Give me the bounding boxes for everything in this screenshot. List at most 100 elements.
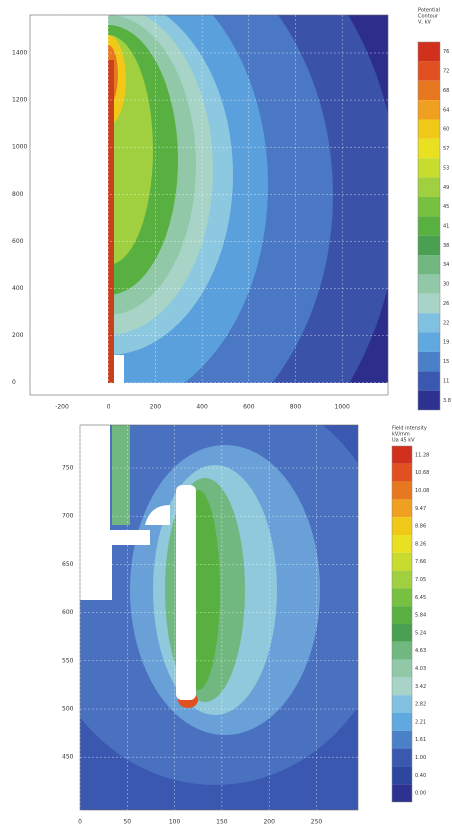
legend-swatch [392, 659, 412, 678]
legend-swatch [392, 535, 412, 553]
legend-swatch [392, 570, 412, 589]
y-tick-label: 0 [12, 379, 16, 386]
legend-frame [417, 41, 441, 411]
x-tick-label: 250 [311, 819, 323, 826]
legend-label: 11 [443, 378, 449, 384]
x-tick-label: -200 [55, 404, 69, 411]
y-tick-label: 550 [62, 657, 74, 664]
legend-label: 1.00 [415, 755, 426, 761]
legend-label: 10.68 [415, 470, 429, 476]
y-tick-label: 200 [12, 332, 24, 339]
legend-label: 45 [443, 204, 449, 210]
legend-title: Field intensity [392, 426, 427, 432]
legend-swatch [418, 274, 440, 294]
x-tick-label: 600 [243, 404, 255, 411]
legend-swatch [392, 588, 412, 607]
insulator [108, 60, 114, 383]
legend-label: 26 [443, 301, 449, 307]
legend-frame [391, 445, 413, 803]
legend-swatch [418, 177, 440, 197]
x-tick-label: 150 [216, 819, 228, 826]
y-tick-label: 600 [62, 609, 74, 616]
legend-swatch [392, 677, 412, 696]
y-tick-label: 600 [12, 238, 24, 245]
legend-swatch [418, 332, 440, 352]
legend-swatch [418, 216, 440, 236]
legend-title: Potential [418, 8, 440, 14]
legend-swatch [392, 446, 412, 464]
legend-swatch [418, 42, 440, 62]
legend-title: kV/mm [392, 432, 410, 438]
legend-swatch [418, 119, 440, 139]
legend-swatch [392, 695, 412, 713]
x-tick-label: 200 [263, 819, 275, 826]
legend-label: 22 [443, 320, 449, 326]
contours [108, 15, 388, 383]
legend-swatch [418, 235, 440, 256]
legend-swatch [418, 158, 440, 178]
legend-label: 41 [443, 224, 449, 230]
y-tick-label: 1200 [12, 97, 27, 104]
legend-label: 7.66 [415, 559, 426, 565]
legend-label: 38 [443, 243, 449, 249]
legend-swatch [392, 606, 412, 624]
legend-swatch [418, 255, 440, 275]
y-tick-label: 700 [62, 513, 74, 520]
legend-label: 15 [443, 359, 449, 365]
legend-swatch [418, 138, 440, 159]
legend-label: 5.84 [415, 613, 426, 619]
legend-label: 0.00 [415, 791, 426, 797]
legend-label: 10.08 [415, 488, 429, 494]
legend-title: Ua 45 kV [392, 438, 415, 444]
legend-swatch [392, 784, 412, 802]
legend-label: 3.8 [443, 398, 451, 404]
legend-label: 5.24 [415, 630, 426, 636]
legend-label: 2.21 [415, 719, 426, 725]
legend-label: 57 [443, 146, 449, 152]
x-tick-label: 0 [78, 819, 82, 826]
legend-swatch [392, 713, 412, 731]
legend-label: 72 [443, 69, 449, 75]
legend-label: 34 [443, 262, 449, 268]
legend-label: 2.82 [415, 702, 426, 708]
insulator [112, 425, 130, 525]
x-tick-label: 1000 [335, 404, 350, 411]
x-tick-label: 0 [107, 404, 111, 411]
x-tick-label: 50 [123, 819, 131, 826]
y-tick-label: 1400 [12, 50, 27, 57]
y-tick-label: 1000 [12, 144, 27, 151]
frame [29, 14, 389, 396]
legend-label: 7.05 [415, 577, 426, 583]
legend-label: 8.26 [415, 541, 426, 547]
legend-label: 4.03 [415, 666, 426, 672]
legend-swatch [392, 517, 412, 535]
legend-swatch [392, 481, 412, 500]
legend-swatch [418, 371, 440, 391]
x-tick-label: 200 [150, 404, 162, 411]
legend-swatch [392, 499, 412, 518]
legend-swatch [392, 463, 412, 482]
legend-label: 8.86 [415, 524, 426, 530]
legend-swatch [418, 351, 440, 372]
y-tick-label: 650 [62, 561, 74, 568]
legend-label: 30 [443, 282, 449, 288]
legend-label: 60 [443, 127, 449, 133]
electrode [145, 505, 170, 525]
y-tick-label: 400 [12, 285, 24, 292]
legend-swatch [418, 293, 440, 314]
legend-label: 68 [443, 88, 449, 94]
legend-swatch [392, 766, 412, 785]
legend-swatch [392, 730, 412, 749]
legend-label: 9.47 [415, 506, 426, 512]
legend-swatch [418, 313, 440, 333]
legend-swatch [418, 80, 440, 101]
legend-label: 11.28 [415, 452, 429, 458]
legend-label: 3.42 [415, 684, 426, 690]
legend-label: 64 [443, 107, 449, 113]
legend-swatch [392, 641, 412, 660]
legend-label: 0.40 [415, 773, 426, 779]
x-tick-label: 800 [290, 404, 302, 411]
x-tick-label: 400 [196, 404, 208, 411]
ground [30, 383, 388, 395]
